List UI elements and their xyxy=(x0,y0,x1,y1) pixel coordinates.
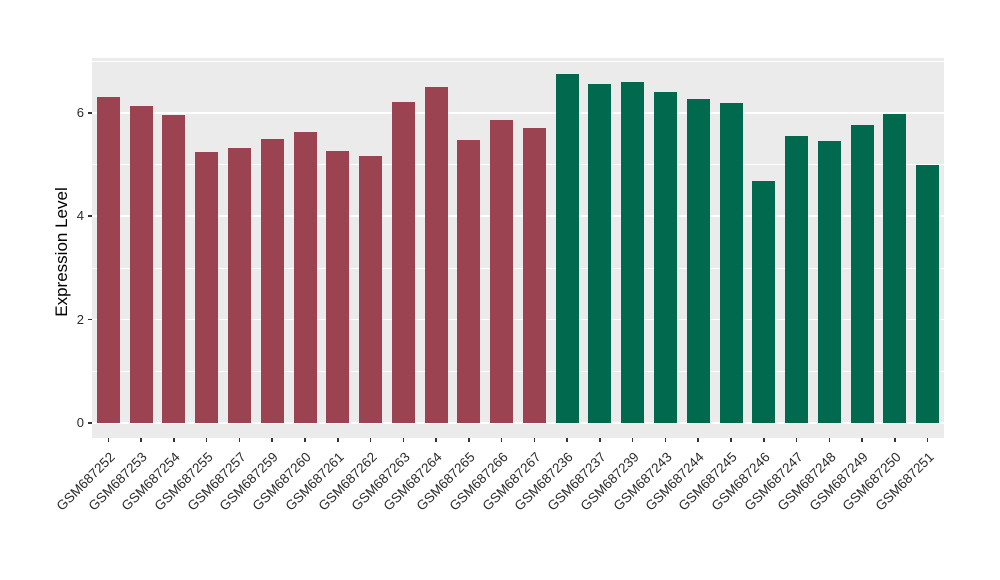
bar xyxy=(96,96,120,423)
bar xyxy=(653,92,677,423)
bar xyxy=(162,114,186,423)
x-axis-tick xyxy=(828,438,831,442)
gridline-minor xyxy=(92,370,944,372)
x-axis-tick xyxy=(271,438,273,442)
x-axis-tick xyxy=(107,438,110,442)
bar xyxy=(883,114,907,423)
bar xyxy=(752,181,776,423)
bar xyxy=(195,151,219,423)
bar xyxy=(359,156,383,423)
bar xyxy=(129,106,153,423)
bar xyxy=(227,148,251,423)
chart-panel xyxy=(92,58,944,438)
x-axis-tick xyxy=(500,438,503,442)
y-tick-label: 4 xyxy=(76,208,84,224)
y-axis-tick xyxy=(88,112,92,114)
y-axis-tick xyxy=(88,318,92,321)
x-axis-tick xyxy=(205,438,208,442)
x-axis-tick xyxy=(468,438,470,442)
x-axis-tick xyxy=(926,438,929,442)
bar xyxy=(293,132,317,423)
x-axis-tick xyxy=(697,438,699,442)
y-tick-label: 0 xyxy=(76,415,84,430)
bar xyxy=(555,74,579,423)
gridline-major xyxy=(92,318,944,321)
bar xyxy=(326,150,350,423)
bar xyxy=(588,84,612,423)
x-axis-tick xyxy=(140,438,142,442)
x-axis-tick xyxy=(664,438,667,442)
bar xyxy=(785,136,809,423)
gridline-major xyxy=(92,422,944,424)
bar xyxy=(391,101,415,423)
bar xyxy=(621,81,645,423)
x-axis-tick xyxy=(533,438,536,442)
x-axis-tick xyxy=(861,438,863,442)
gridline-minor xyxy=(92,164,944,165)
bar xyxy=(260,139,284,423)
bar xyxy=(850,125,874,423)
gridline-minor xyxy=(92,60,944,62)
x-axis-tick xyxy=(631,438,634,442)
x-axis-tick xyxy=(566,438,568,442)
bar xyxy=(916,164,940,423)
x-axis-tick xyxy=(238,438,241,442)
gridline-major xyxy=(92,112,944,114)
x-axis-tick xyxy=(173,438,175,442)
y-axis-tick xyxy=(88,215,92,217)
x-axis-tick xyxy=(730,438,732,442)
y-axis-tick xyxy=(88,422,92,424)
y-tick-label: 2 xyxy=(76,311,84,327)
x-axis-tick xyxy=(337,438,339,442)
x-axis-tick xyxy=(402,438,405,442)
x-axis-tick xyxy=(599,438,601,442)
x-axis-tick xyxy=(763,438,765,442)
bar xyxy=(424,87,448,423)
gridline-major xyxy=(92,215,944,217)
x-axis-tick xyxy=(795,438,798,442)
gridline-minor xyxy=(92,267,944,269)
bar xyxy=(490,119,514,423)
x-axis-tick xyxy=(435,438,437,442)
bar xyxy=(817,141,841,423)
y-axis-title: Expression Level xyxy=(52,187,71,317)
bar xyxy=(522,128,546,423)
bar xyxy=(719,102,743,423)
x-axis-tick xyxy=(894,438,896,442)
bar xyxy=(686,99,710,423)
x-axis-tick xyxy=(304,438,306,442)
y-tick-label: 6 xyxy=(76,104,84,120)
bar xyxy=(457,140,481,423)
x-axis-tick xyxy=(369,438,372,442)
